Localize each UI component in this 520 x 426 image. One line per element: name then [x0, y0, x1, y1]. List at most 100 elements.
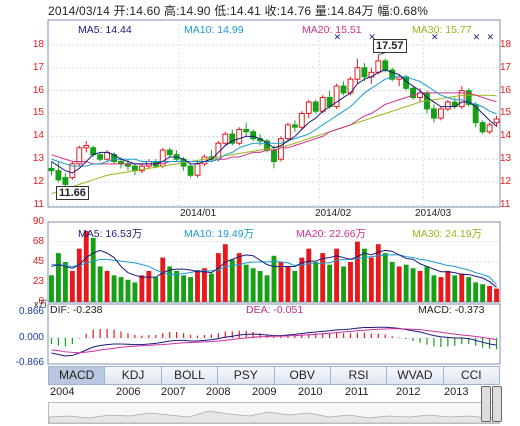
macd-plot	[50, 326, 498, 357]
tab-cci[interactable]: CCI	[460, 368, 482, 382]
candle-body	[298, 112, 305, 128]
price-y-tick-left: 18	[32, 38, 44, 50]
tab-macd[interactable]: MACD	[49, 367, 106, 384]
price-legend-ma5: MA5: 14.44	[78, 24, 132, 36]
volume-bar	[334, 248, 340, 302]
volume-bar	[153, 277, 159, 302]
price-y-tick-right: 11	[500, 199, 511, 210]
volume-bar	[229, 259, 235, 302]
price-y-tick-left: 15	[32, 107, 44, 119]
low-label: 低:	[214, 4, 230, 18]
volume-y-tick: 23	[32, 275, 44, 287]
price-legend-ma30: MA30: 15.77	[412, 24, 472, 36]
x-tick-label: 2014/03	[415, 208, 452, 219]
volume-bar	[236, 253, 242, 302]
volume-bar	[348, 262, 353, 302]
max-price-callout: 17.57	[373, 39, 407, 53]
max-price-value: 17.57	[376, 40, 404, 52]
price-y-tick-left: 12	[32, 176, 44, 188]
volume-bar	[243, 264, 249, 302]
price-legend-ma20: MA20: 15.51	[302, 24, 362, 36]
volume-bar	[202, 268, 207, 302]
price-grid	[47, 19, 501, 208]
tab-boll[interactable]: BOLL	[162, 367, 219, 384]
volume-bar	[76, 248, 82, 302]
candle-body	[444, 101, 451, 110]
candle-body	[76, 147, 83, 165]
candle-body	[236, 129, 243, 144]
candle-body	[284, 124, 291, 140]
volume-bar	[139, 275, 145, 302]
candle-body	[229, 133, 236, 144]
tab-psy[interactable]: PSY	[218, 367, 275, 384]
candle-body	[138, 165, 145, 172]
candle-body	[410, 87, 417, 98]
timeline-handle-left[interactable]	[481, 386, 491, 422]
candle-body	[83, 145, 90, 149]
ma5-line	[51, 69, 497, 174]
candle-body	[431, 108, 437, 119]
volume-legend-ma10: MA10: 19.49万	[184, 228, 255, 240]
price-legend-ma10: MA10: 14.99	[184, 24, 244, 36]
x-tick-label: 2014/02	[315, 208, 352, 219]
macd-y-tick: 0.866	[18, 306, 44, 317]
timeline-navigator[interactable]	[48, 402, 500, 424]
volume-bar	[403, 264, 409, 302]
candle-body	[97, 154, 104, 160]
tab-obv[interactable]: OBV	[275, 367, 331, 384]
volume-bar	[431, 275, 437, 302]
volume-bar	[257, 270, 263, 302]
volume-bar	[375, 244, 381, 302]
macd-y-tick: 0.000	[18, 332, 44, 343]
macd-frame	[47, 303, 501, 365]
volume-value: 14.84万	[330, 4, 374, 18]
candle-body	[291, 124, 298, 128]
tab-rsi[interactable]: RSI	[331, 367, 388, 384]
candle-body	[271, 149, 277, 163]
timeline-handle-right[interactable]	[492, 386, 502, 422]
quote-header: 2014/03/14 开:14.60 高:14.90 低:14.41 收:14.…	[48, 2, 428, 19]
candle-body	[62, 177, 69, 185]
candle-body	[187, 165, 194, 176]
volume-bar	[396, 266, 402, 302]
volume-bar	[167, 266, 173, 302]
volume-bar	[222, 244, 228, 302]
volume-bar	[264, 275, 270, 302]
timeline-year: 2012	[396, 386, 421, 398]
price-y-tick-left: 17	[32, 61, 44, 73]
candle-body	[493, 118, 500, 124]
volume-bar	[69, 270, 75, 302]
volume-bar	[306, 248, 312, 302]
volume-bar	[83, 230, 89, 302]
volume-bar	[208, 273, 214, 302]
volume-bar	[299, 257, 305, 302]
volume-bar	[146, 270, 152, 302]
candle-body	[389, 69, 396, 80]
volume-bar	[118, 277, 124, 302]
tab-kdj[interactable]: KDJ	[105, 367, 162, 384]
candle-body	[250, 131, 257, 140]
candle-body	[354, 67, 361, 80]
stock-chart[interactable]: ✕ ✕ ✕ ✕ ✕	[0, 0, 520, 366]
volume-bar	[355, 241, 360, 302]
price-y-tick-left: 13	[32, 153, 44, 165]
tab-wvad[interactable]: WVAD	[387, 367, 444, 384]
candle-body	[375, 60, 382, 73]
price-y-tick-right: 17	[500, 61, 512, 73]
price-y-tick-right: 15	[500, 107, 512, 119]
volume-legend-ma5: MA5: 16.53万	[78, 228, 143, 240]
close-label: 收:	[264, 4, 281, 18]
timeline-year: 2006	[116, 386, 141, 398]
candle-body	[361, 67, 368, 78]
quote-date: 2014/03/14	[48, 4, 111, 18]
volume-bar	[480, 284, 486, 302]
candle-body	[437, 108, 444, 119]
volume-bar	[271, 255, 277, 302]
change-value: 0.68%	[393, 4, 429, 18]
volume-bar	[125, 279, 131, 302]
volume-bar	[452, 275, 458, 302]
high-value: 14.90	[179, 4, 211, 18]
volume-y-tick: 0	[38, 296, 44, 307]
macd-dea-line	[51, 328, 497, 354]
event-marker-icon: ✕	[431, 33, 439, 43]
